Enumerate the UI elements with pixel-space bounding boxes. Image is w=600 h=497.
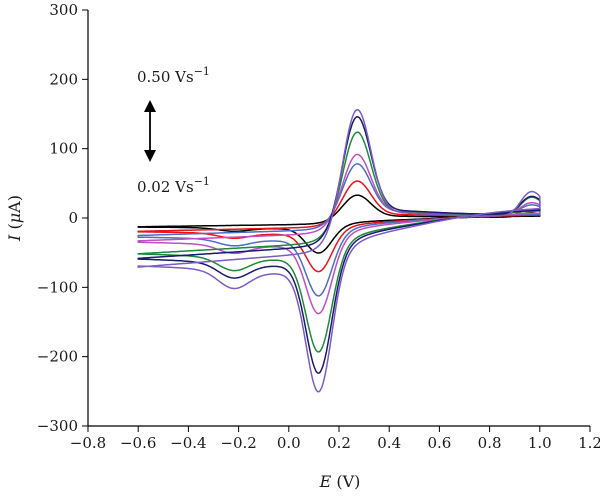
x-tick-label: 0.8 [478, 434, 502, 452]
y-tick-label: 0 [68, 209, 78, 227]
cv-curve [137, 116, 541, 374]
annotation-bottom: 0.02 Vs−1 [137, 175, 210, 196]
y-tick-label: 200 [49, 70, 78, 88]
x-tick-label: 0.6 [427, 434, 451, 452]
cv-curve [137, 163, 541, 297]
x-tick-label: 0.4 [377, 434, 401, 452]
y-tick-label: 100 [49, 140, 78, 158]
x-tick-label: −0.6 [120, 434, 156, 452]
x-tick-label: −0.2 [220, 434, 256, 452]
cv-curve [137, 153, 541, 315]
x-tick-label: −0.8 [70, 434, 106, 452]
x-tick-label: 1.2 [578, 434, 600, 452]
x-axis-label: E (V) [319, 472, 361, 491]
annotation-top: 0.50 Vs−1 [137, 65, 210, 86]
cv-curve [137, 180, 541, 273]
arrow-head-down-icon [144, 150, 156, 162]
arrow-head-up-icon [144, 100, 156, 112]
cv-curve [137, 131, 541, 353]
scan-rate-annotation: 0.50 Vs−1 0.02 Vs−1 [137, 65, 210, 196]
cv-curves [137, 108, 541, 393]
cv-curve [137, 108, 541, 393]
x-tick-label: 0.0 [277, 434, 301, 452]
axes: −0.8 −0.6 −0.4 −0.2 0.0 0.2 0.4 0.6 0.8 1.0 1.2 −30… [37, 1, 600, 452]
y-tick-label: 300 [49, 1, 78, 19]
y-tick-label: −300 [37, 417, 78, 435]
x-tick-label: 0.2 [327, 434, 351, 452]
y-axis-label: I (μA) [5, 195, 24, 242]
x-tick-label: −0.4 [170, 434, 206, 452]
y-tick-label: −100 [37, 278, 78, 296]
x-tick-label: 1.0 [528, 434, 552, 452]
y-tick-label: −200 [37, 348, 78, 366]
